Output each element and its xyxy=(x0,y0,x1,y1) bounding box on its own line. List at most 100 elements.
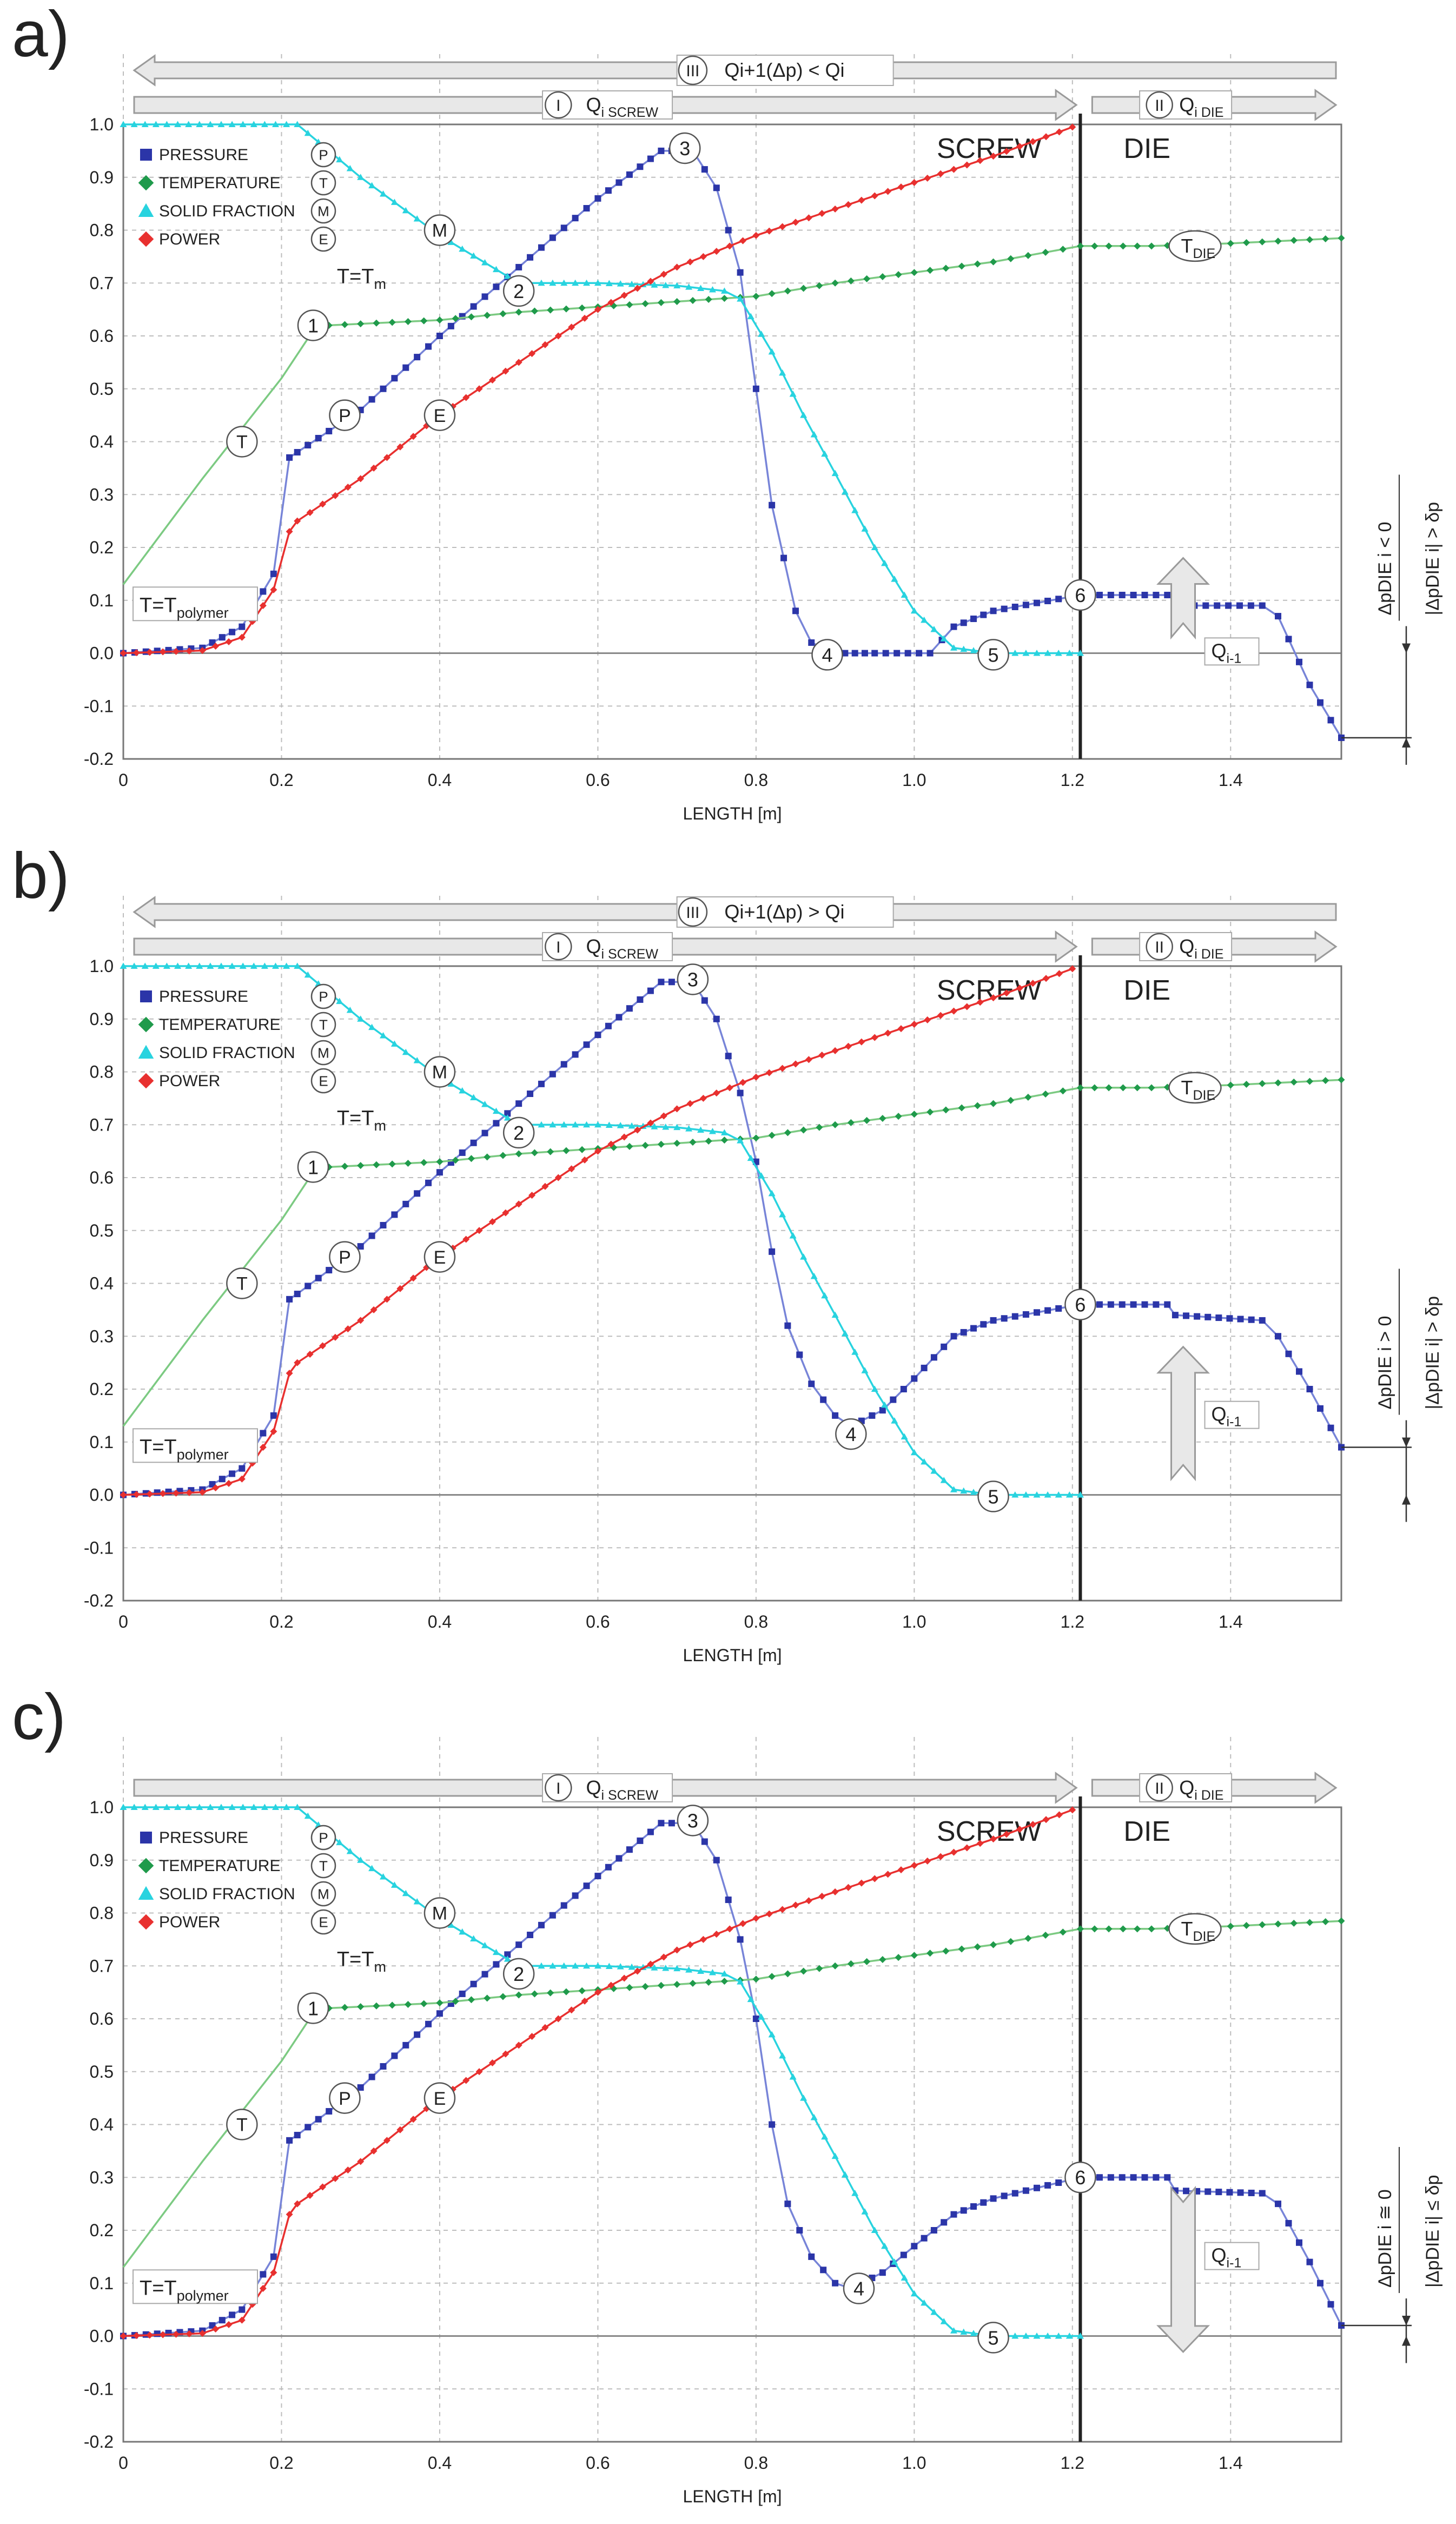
data-point xyxy=(239,121,247,127)
data-point xyxy=(1044,1491,1051,1498)
data-point xyxy=(960,2328,968,2335)
data-point xyxy=(1076,650,1084,656)
callout-4: 4 xyxy=(853,2277,864,2300)
data-point xyxy=(911,1375,918,1382)
data-point xyxy=(346,1006,354,1013)
data-point xyxy=(368,1023,376,1030)
data-point xyxy=(821,450,829,457)
x-tick-label: 0.4 xyxy=(428,770,452,790)
data-point xyxy=(737,1936,744,1943)
data-point xyxy=(357,1015,365,1022)
data-point xyxy=(800,1126,808,1134)
curve-key-m-circle xyxy=(423,1897,456,1929)
data-point xyxy=(475,1227,483,1234)
data-point xyxy=(1059,246,1067,253)
legend-marker xyxy=(138,1073,154,1089)
data-point xyxy=(1107,591,1114,598)
data-point xyxy=(228,962,236,969)
curve-key-t: T xyxy=(236,432,248,453)
data-point xyxy=(697,1967,705,1974)
data-point xyxy=(871,650,878,657)
y-tick-label: -0.1 xyxy=(84,696,114,716)
data-point xyxy=(470,252,478,259)
legend-label: PRESSURE xyxy=(159,146,248,164)
data-point xyxy=(326,2108,333,2115)
label-t-polymer-box xyxy=(133,1428,258,1463)
data-point xyxy=(626,171,633,178)
data-point xyxy=(583,279,591,286)
screw-flow-label: Qi SCREW xyxy=(586,935,658,962)
data-point xyxy=(185,962,193,969)
data-point xyxy=(651,1123,658,1129)
y-tick-label: 0.1 xyxy=(90,2274,114,2293)
data-point xyxy=(921,2299,928,2306)
data-point xyxy=(368,2073,375,2080)
roman-three-marker: III xyxy=(686,904,699,922)
data-point xyxy=(1259,2190,1266,2197)
data-point xyxy=(900,1386,907,1392)
data-point xyxy=(768,290,776,298)
data-point xyxy=(960,645,968,652)
data-point xyxy=(831,470,839,477)
data-point xyxy=(304,1812,312,1819)
curve-key-p-circle xyxy=(329,2082,361,2114)
callout-6-circle xyxy=(1064,579,1096,611)
data-point xyxy=(897,1866,905,1874)
data-point xyxy=(239,623,246,630)
data-point xyxy=(941,1343,948,1350)
data-point xyxy=(1259,1317,1266,1324)
data-point xyxy=(572,215,579,222)
curve-key-t-circle xyxy=(226,1267,258,1299)
data-point xyxy=(970,647,977,653)
label-t-polymer-box xyxy=(133,586,258,622)
data-point xyxy=(1119,591,1126,598)
data-point xyxy=(594,1032,601,1039)
x-tick-label: 1.2 xyxy=(1061,770,1084,790)
curve-key-p-circle xyxy=(329,1241,361,1273)
data-point xyxy=(396,2126,404,2133)
data-point xyxy=(720,1137,728,1144)
data-point xyxy=(768,2031,776,2038)
data-point xyxy=(818,210,826,217)
data-point xyxy=(578,1987,586,1994)
data-point xyxy=(583,1882,590,1889)
data-point xyxy=(538,1962,545,1969)
data-point xyxy=(154,2330,161,2337)
data-point xyxy=(1306,682,1313,689)
curve-key-p: P xyxy=(339,2089,351,2109)
data-point xyxy=(881,559,888,566)
data-point xyxy=(699,1094,707,1102)
callout-5-circle xyxy=(977,639,1009,671)
data-point xyxy=(357,1243,364,1250)
series-temperature xyxy=(122,1076,1345,1427)
data-point xyxy=(1134,1925,1141,1933)
data-point xyxy=(725,227,732,234)
data-point xyxy=(315,1274,322,1281)
side-annotation-sign: ΔpDIE i < 0 xyxy=(1375,522,1395,616)
data-point xyxy=(976,157,984,164)
data-point xyxy=(560,1962,568,1969)
data-point xyxy=(634,1967,641,1975)
y-tick-label: -0.1 xyxy=(84,2379,114,2399)
q-prev-label-box xyxy=(1204,2242,1260,2270)
data-point xyxy=(484,1153,491,1161)
data-point xyxy=(647,1828,654,1835)
data-point xyxy=(286,454,293,461)
data-point xyxy=(547,1148,554,1155)
callout-3: 3 xyxy=(687,968,698,990)
data-point xyxy=(879,273,886,281)
data-point xyxy=(658,147,665,154)
data-point xyxy=(720,1970,728,1977)
data-point xyxy=(420,317,428,325)
data-point xyxy=(130,121,138,127)
data-point xyxy=(270,2253,277,2260)
data-point xyxy=(1227,1922,1234,1930)
data-point xyxy=(1055,2333,1062,2339)
data-point xyxy=(583,205,590,212)
data-point xyxy=(901,2274,908,2281)
data-point xyxy=(626,1846,633,1853)
callout-1: 1 xyxy=(308,314,319,336)
data-point xyxy=(1065,650,1073,656)
data-point xyxy=(1065,2333,1073,2339)
data-point xyxy=(713,1931,720,1938)
